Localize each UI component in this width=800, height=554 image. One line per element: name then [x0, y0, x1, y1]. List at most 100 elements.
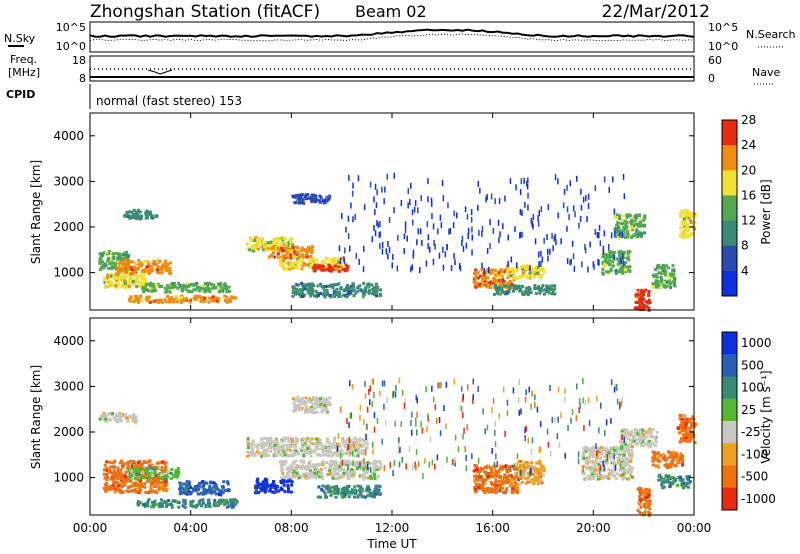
data-cell: [339, 286, 343, 290]
data-cell: [263, 483, 267, 487]
data-cell: [131, 272, 135, 276]
data-cell: [397, 234, 399, 241]
data-cell: [117, 488, 121, 492]
data-cell: [636, 301, 640, 304]
data-cell: [655, 275, 659, 279]
data-cell: [283, 474, 287, 478]
data-cell: [164, 290, 167, 294]
data-cell: [529, 265, 531, 272]
data-cell: [111, 471, 115, 475]
data-cell: [657, 283, 661, 287]
data-cell: [161, 488, 165, 492]
data-cell: [350, 488, 354, 492]
data-cell: [263, 479, 267, 483]
data-cell: [203, 296, 207, 300]
data-cell: [231, 505, 235, 509]
data-cell: [653, 282, 657, 286]
data-cell: [510, 286, 514, 289]
data-cell: [156, 473, 160, 477]
data-cell: [398, 461, 401, 468]
data-cell: [135, 216, 139, 220]
data-cell: [165, 288, 169, 292]
data-cell: [272, 480, 275, 483]
data-cell: [158, 466, 162, 470]
data-cell: [630, 448, 634, 452]
data-cell: [134, 420, 137, 424]
data-cell: [618, 254, 622, 258]
data-cell: [233, 498, 237, 502]
data-cell: [99, 254, 103, 258]
data-cell: [500, 272, 504, 276]
data-cell: [266, 448, 269, 452]
data-cell: [297, 201, 301, 205]
data-cell: [329, 472, 332, 475]
data-cell: [583, 446, 587, 450]
data-cell: [307, 466, 311, 470]
data-cell: [143, 277, 147, 281]
data-cell: [484, 280, 488, 284]
data-cell: [249, 451, 253, 454]
data-cell: [669, 481, 673, 485]
data-cell: [365, 445, 369, 449]
data-cell: [153, 289, 157, 293]
data-cell: [491, 483, 495, 487]
data-cell: [615, 461, 619, 465]
data-cell: [183, 299, 187, 302]
data-cell: [213, 489, 217, 493]
data-cell: [616, 457, 620, 461]
data-cell: [653, 435, 657, 439]
data-cell: [356, 484, 360, 488]
data-cell: [184, 502, 188, 506]
data-cell: [665, 463, 669, 467]
data-cell: [619, 231, 623, 234]
data-cell: [373, 292, 377, 296]
data-cell: [498, 237, 500, 244]
data-cell: [571, 240, 574, 247]
data-cell: [502, 286, 505, 290]
data-cell: [262, 248, 266, 252]
data-cell: [133, 481, 137, 485]
data-cell: [189, 492, 193, 496]
data-cell: [147, 272, 151, 276]
data-cell: [308, 257, 312, 261]
data-cell: [676, 427, 680, 430]
data-cell: [330, 260, 334, 264]
data-cell: [172, 285, 176, 289]
data-cell: [372, 490, 376, 494]
data-cell: [346, 264, 350, 268]
data-cell: [294, 256, 298, 260]
data-cell: [165, 474, 169, 477]
data-cell: [300, 467, 304, 471]
data-cell: [486, 247, 489, 254]
data-cell: [625, 458, 629, 462]
data-cell: [123, 483, 127, 487]
data-cell: [352, 459, 354, 466]
data-cell: [125, 272, 129, 276]
data-cell: [151, 464, 155, 468]
data-cell: [636, 235, 640, 239]
data-cell: [119, 260, 123, 264]
data-cell: [442, 195, 445, 202]
data-cell: [338, 443, 342, 446]
data-cell: [539, 276, 543, 280]
data-cell: [594, 459, 598, 463]
data-cell: [312, 284, 316, 288]
data-cell: [160, 481, 164, 485]
data-cell: [255, 450, 259, 454]
data-cell: [148, 300, 152, 304]
data-cell: [264, 484, 268, 488]
data-cell: [218, 502, 222, 506]
data-cell: [104, 417, 108, 421]
data-cell: [474, 274, 478, 277]
data-cell: [647, 491, 651, 495]
data-cell: [325, 199, 329, 203]
data-cell: [464, 206, 467, 213]
data-cell: [291, 454, 295, 458]
data-cell: [412, 249, 415, 256]
data-cell: [524, 435, 526, 442]
data-cell: [669, 462, 673, 466]
data-cell: [199, 498, 203, 502]
data-cell: [369, 399, 371, 406]
data-cell: [305, 284, 308, 288]
data-cell: [537, 220, 540, 227]
